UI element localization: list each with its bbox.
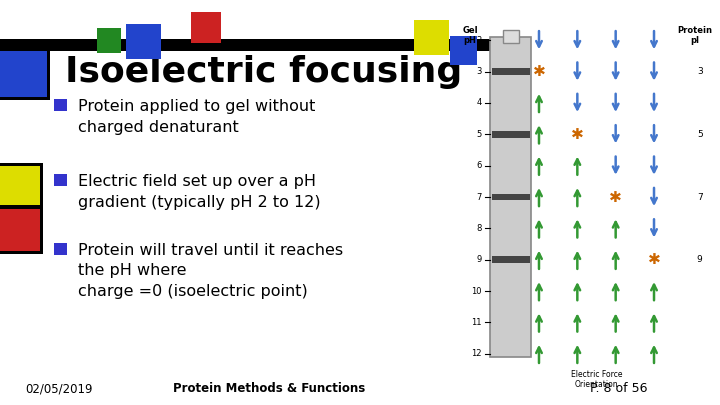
Text: ✱: ✱ xyxy=(571,127,584,142)
Bar xyxy=(97,28,121,53)
Bar xyxy=(490,37,531,357)
Text: 11: 11 xyxy=(471,318,482,327)
Bar xyxy=(492,131,530,138)
Bar xyxy=(492,256,530,263)
Bar xyxy=(126,24,161,59)
Text: 5: 5 xyxy=(476,130,482,139)
Bar xyxy=(0,166,40,205)
Text: 02/05/2019: 02/05/2019 xyxy=(25,382,93,395)
Text: 7: 7 xyxy=(476,192,482,202)
Bar xyxy=(54,99,67,111)
Text: 9: 9 xyxy=(476,255,482,264)
Bar xyxy=(0,51,47,97)
Text: 3: 3 xyxy=(476,67,482,76)
Bar xyxy=(0,39,490,51)
Bar xyxy=(54,243,67,255)
Bar xyxy=(0,163,43,208)
Bar xyxy=(492,194,530,200)
Text: 4: 4 xyxy=(476,98,482,107)
Text: Protein applied to gel without
charged denaturant: Protein applied to gel without charged d… xyxy=(78,99,315,134)
Text: 3: 3 xyxy=(697,67,703,76)
Text: Electric Force
Orientation: Electric Force Orientation xyxy=(571,369,622,389)
Text: 12: 12 xyxy=(471,350,482,358)
Bar xyxy=(492,68,530,75)
Bar xyxy=(0,47,50,100)
Text: Gel
pH: Gel pH xyxy=(462,26,478,45)
Bar xyxy=(414,20,449,55)
Text: ✱: ✱ xyxy=(533,64,545,79)
Text: ✱: ✱ xyxy=(609,190,622,205)
Text: 5: 5 xyxy=(697,130,703,139)
Bar xyxy=(450,36,477,65)
Bar xyxy=(191,12,221,43)
Bar xyxy=(503,29,518,43)
Text: 8: 8 xyxy=(476,224,482,233)
Text: Isoelectric focusing: Isoelectric focusing xyxy=(65,55,462,89)
Bar xyxy=(54,174,67,186)
Text: 2: 2 xyxy=(476,36,482,45)
Bar xyxy=(0,205,43,254)
Text: Protein
pI: Protein pI xyxy=(678,26,712,45)
Text: P. 8 of 56: P. 8 of 56 xyxy=(590,382,648,395)
Text: Electric field set up over a pH
gradient (typically pH 2 to 12): Electric field set up over a pH gradient… xyxy=(78,174,320,209)
Text: 6: 6 xyxy=(476,161,482,170)
Text: Protein Methods & Functions: Protein Methods & Functions xyxy=(173,382,365,395)
Bar xyxy=(0,209,40,251)
Text: 7: 7 xyxy=(697,192,703,202)
Text: Protein will travel until it reaches
the pH where
charge =0 (isoelectric point): Protein will travel until it reaches the… xyxy=(78,243,343,299)
Bar xyxy=(503,30,518,43)
Text: 10: 10 xyxy=(471,287,482,296)
Text: 9: 9 xyxy=(697,255,703,264)
Text: ✱: ✱ xyxy=(647,252,660,267)
